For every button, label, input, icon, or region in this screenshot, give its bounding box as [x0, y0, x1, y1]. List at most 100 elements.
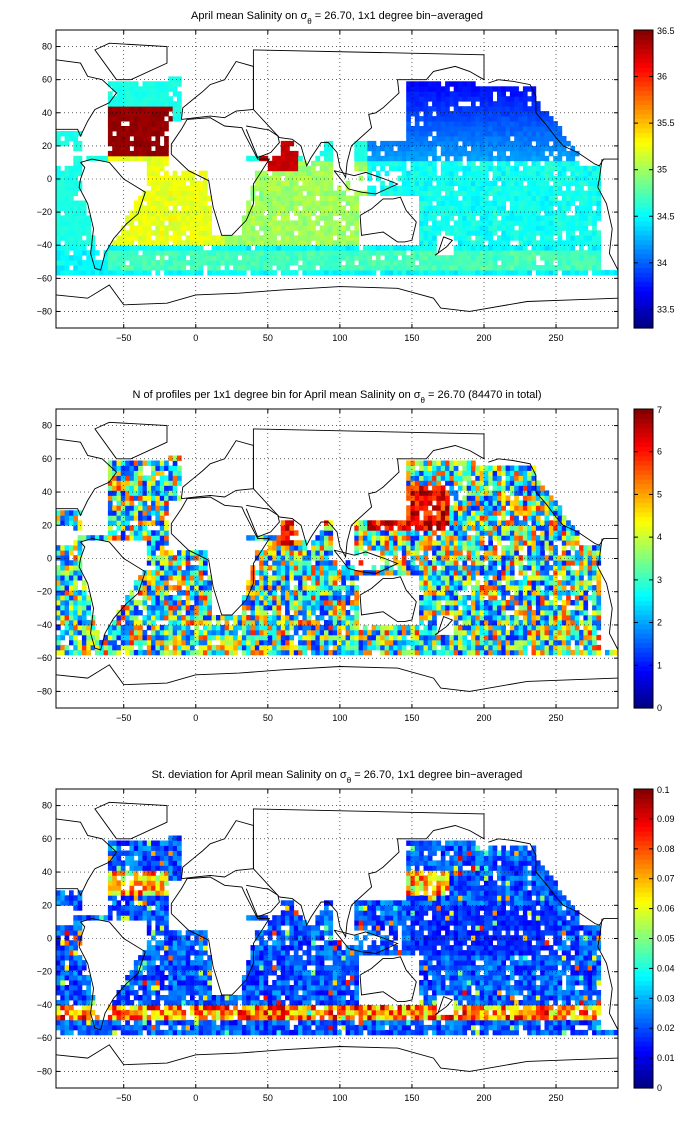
heatmap-cell — [302, 585, 308, 591]
heatmap-cell — [557, 250, 563, 256]
heatmap-cell — [241, 649, 247, 656]
heatmap-cell — [484, 136, 489, 142]
heatmap-cell — [427, 145, 433, 152]
heatmap-cell — [246, 624, 251, 631]
heatmap-cell — [436, 649, 442, 656]
heatmap-cell — [302, 245, 308, 251]
heatmap-cell — [535, 590, 541, 596]
heatmap-cell — [453, 220, 459, 226]
heatmap-cell — [77, 145, 83, 152]
heatmap-cell — [285, 634, 290, 641]
heatmap-cell — [535, 101, 541, 107]
heatmap-cell — [492, 220, 498, 226]
heatmap-cell — [155, 225, 161, 231]
heatmap-cell — [172, 215, 178, 221]
heatmap-cell — [579, 235, 584, 241]
heatmap-cell — [479, 565, 485, 571]
heatmap-cell — [514, 126, 519, 132]
chart-title: April mean Salinity on σθ = 26.70, 1x1 d… — [191, 10, 483, 26]
heatmap-cell — [501, 265, 506, 271]
heatmap-cell — [514, 615, 519, 621]
heatmap-cell — [332, 565, 338, 571]
heatmap-cell — [86, 215, 91, 221]
heatmap-cell — [185, 605, 191, 611]
heatmap-cell — [509, 595, 515, 601]
heatmap-cell — [436, 126, 442, 132]
heatmap-cell — [531, 170, 537, 177]
heatmap-cell — [518, 600, 524, 606]
grid — [56, 30, 618, 328]
heatmap-cell — [466, 91, 472, 97]
heatmap-cell — [570, 260, 576, 266]
heatmap-cell — [293, 205, 299, 211]
heatmap-cell — [306, 200, 312, 206]
heatmap-cell — [484, 245, 489, 251]
heatmap-cell — [133, 255, 139, 261]
heatmap-cell — [514, 215, 519, 221]
heatmap-cell — [267, 580, 273, 586]
heatmap-cell — [518, 590, 524, 596]
heatmap-cell — [479, 225, 485, 231]
heatmap-cell — [540, 140, 545, 147]
heatmap-cell — [311, 165, 316, 172]
heatmap-cell — [423, 595, 429, 601]
heatmap-cell — [410, 126, 416, 132]
heatmap-cell — [203, 200, 208, 206]
heatmap-cell — [177, 250, 182, 256]
heatmap-cell — [484, 170, 489, 177]
heatmap-cell — [574, 180, 580, 187]
heatmap-cell — [527, 590, 532, 596]
heatmap-cell — [112, 639, 117, 646]
heatmap-cell — [293, 210, 299, 216]
heatmap-cell — [462, 165, 468, 172]
heatmap-cell — [181, 605, 187, 611]
heatmap-cell — [509, 205, 515, 211]
heatmap-cell — [306, 270, 312, 276]
heatmap-cell — [302, 595, 308, 601]
heatmap-cell — [423, 126, 429, 132]
heatmap-cell — [453, 575, 459, 581]
heatmap-cell — [505, 235, 511, 241]
heatmap-cell — [535, 121, 541, 127]
heatmap-cell — [423, 210, 429, 216]
heatmap-cell — [561, 270, 567, 276]
heatmap-cell — [449, 260, 455, 266]
heatmap-cell — [492, 649, 498, 656]
heatmap-cell — [319, 610, 325, 616]
heatmap-cell — [203, 595, 208, 601]
colorbar-segment — [634, 183, 653, 189]
heatmap-cell — [587, 170, 593, 177]
heatmap-cell — [471, 575, 476, 581]
heatmap-cell — [233, 629, 238, 636]
heatmap-cell — [164, 225, 169, 231]
heatmap-cell — [596, 634, 602, 641]
heatmap-cell — [306, 245, 312, 251]
heatmap-cell — [531, 644, 537, 651]
heatmap-cell — [505, 220, 511, 226]
heatmap-cell — [298, 245, 303, 251]
heatmap-cell — [358, 165, 364, 172]
heatmap-cell — [155, 150, 161, 157]
heatmap-cell — [475, 260, 480, 266]
heatmap-cell — [306, 195, 312, 201]
heatmap-cell — [155, 160, 161, 167]
heatmap-cell — [60, 555, 65, 561]
heatmap-cell — [509, 200, 515, 206]
heatmap-cell — [324, 155, 329, 162]
heatmap-cell — [397, 165, 403, 172]
heatmap-cell — [566, 225, 571, 231]
heatmap-cell — [181, 230, 187, 236]
heatmap-cell — [548, 195, 554, 201]
heatmap-cell — [553, 220, 558, 226]
heatmap-cell — [587, 250, 593, 256]
heatmap-cell — [544, 235, 550, 241]
heatmap-cell — [125, 634, 130, 641]
heatmap-cell — [492, 265, 498, 271]
heatmap-cell — [56, 170, 61, 177]
heatmap-cell — [371, 155, 377, 162]
heatmap-cell — [181, 649, 187, 656]
heatmap-cell — [471, 265, 476, 271]
heatmap-cell — [518, 225, 524, 231]
heatmap-cell — [535, 605, 541, 611]
heatmap-cell — [319, 175, 325, 182]
